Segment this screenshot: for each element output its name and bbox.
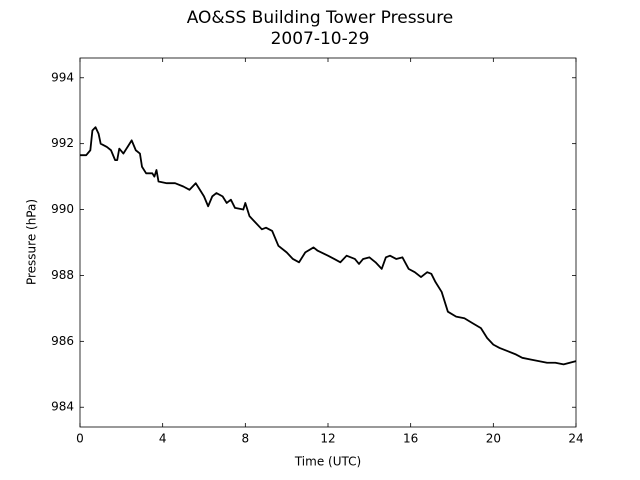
x-tick-label: 24 xyxy=(568,432,583,446)
x-tick-label: 8 xyxy=(242,432,250,446)
y-tick-label: 990 xyxy=(51,202,74,216)
pressure-line xyxy=(80,126,577,366)
x-axis-label: Time (UTC) xyxy=(294,455,361,469)
x-tick-label: 0 xyxy=(76,432,84,446)
y-tick-label: 992 xyxy=(51,136,74,150)
y-axis-label: Pressure (hPa) xyxy=(25,199,39,285)
x-tick-label: 4 xyxy=(159,432,167,446)
y-tick-label: 986 xyxy=(51,334,74,348)
x-tick-label: 16 xyxy=(403,432,418,446)
y-tick-label: 988 xyxy=(51,268,74,282)
x-tick-label: 12 xyxy=(320,432,335,446)
chart-subtitle: 2007-10-29 xyxy=(271,29,370,49)
plot-frame xyxy=(79,57,577,428)
y-tick-label: 984 xyxy=(51,400,74,414)
x-tick-label: 20 xyxy=(486,432,501,446)
y-tick-label: 994 xyxy=(51,70,74,84)
chart-title: AO&SS Building Tower Pressure xyxy=(187,8,454,28)
